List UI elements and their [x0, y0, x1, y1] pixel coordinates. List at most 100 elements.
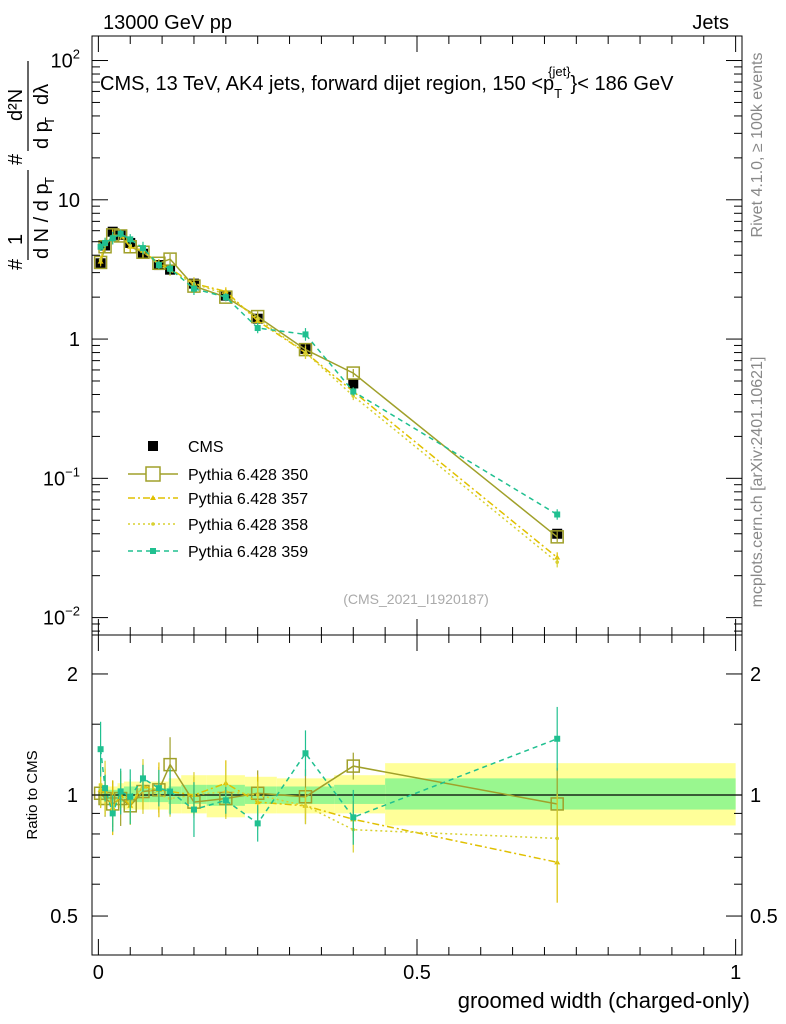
- legend-label-cms: CMS: [188, 439, 224, 456]
- data-point-359: [554, 511, 561, 518]
- data-point-359: [155, 262, 162, 269]
- legend-marker-357: [150, 495, 156, 500]
- legend: CMS Pythia 6.428 350 Pythia 6.428 357 Py…: [128, 439, 308, 561]
- data-point-359: [97, 746, 104, 753]
- data-point-358: [303, 804, 308, 808]
- data-point-359: [554, 735, 561, 742]
- data-point-359: [117, 230, 124, 237]
- main-panel: 10−2 10−1 1 10 102 CMS, 13 TeV, AK4 jets, fo…: [5, 35, 743, 636]
- data-point-359: [254, 820, 261, 827]
- energy-label: 13000 GeV pp: [103, 12, 232, 34]
- uncertainty-band-inner: [385, 778, 736, 810]
- data-point-358: [255, 316, 260, 321]
- x-tick-label: 0: [93, 962, 104, 984]
- data-point-359: [97, 243, 104, 250]
- ratio-y-tick-label-left: 2: [67, 664, 78, 686]
- data-point-359: [109, 810, 116, 817]
- data-point-359: [222, 294, 229, 301]
- y-tick-label: 10−1: [43, 464, 80, 490]
- data-point-359: [190, 806, 197, 813]
- data-point-359: [222, 797, 229, 804]
- legend-entry-350: Pythia 6.428 350: [128, 466, 308, 484]
- data-point-359: [350, 388, 357, 395]
- data-point-359: [139, 245, 146, 252]
- data-point-359: [155, 785, 162, 792]
- data-point-359: [190, 285, 197, 292]
- legend-entry-357: Pythia 6.428 357: [128, 491, 308, 508]
- mcplots-label: mcplots.cern.ch [arXiv:2401.10621]: [749, 357, 766, 608]
- data-point-350: [550, 530, 564, 544]
- series-line-357: [100, 782, 558, 864]
- data-point-358: [555, 560, 559, 564]
- svg-text:T: T: [42, 117, 57, 125]
- uncertainty-band-inner: [334, 784, 386, 804]
- y-tick-label: 1: [69, 329, 80, 351]
- svg-text:T: T: [42, 177, 57, 185]
- svg-text:#: #: [5, 258, 27, 270]
- ratio-y-tick-label-left: 1: [67, 785, 78, 807]
- x-axis-label: groomed width (charged-only): [458, 988, 750, 1013]
- svg-text:1: 1: [5, 234, 27, 245]
- legend-label-358: Pythia 6.428 358: [188, 517, 308, 534]
- ratio-y-tick-label-right: 0.5: [750, 906, 778, 928]
- series-line-359: [100, 232, 558, 516]
- ratio-y-tick-label-right: 2: [750, 664, 761, 686]
- ratio-y-axis-label: Ratio to CMS: [24, 750, 41, 839]
- series-359: [97, 706, 561, 845]
- data-point-359: [254, 325, 261, 332]
- legend-entry-358: Pythia 6.428 358: [128, 517, 308, 534]
- rivet-label: Rivet 4.1.0, ≥ 100k events: [749, 53, 766, 238]
- data-point-358: [255, 793, 260, 797]
- x-tick-label: 0.5: [403, 962, 431, 984]
- data-point-359: [127, 793, 134, 800]
- data-point-359: [127, 236, 134, 243]
- series-line-358: [99, 232, 558, 563]
- data-point-350: [346, 366, 361, 380]
- svg-text:#: #: [5, 153, 27, 165]
- series-358: [98, 229, 559, 568]
- legend-entry-cms: CMS: [148, 439, 224, 456]
- legend-marker-359: [150, 548, 156, 554]
- legend-marker-358: [151, 522, 155, 526]
- series-357: [97, 229, 561, 563]
- series-359: [97, 229, 561, 520]
- svg-text:d p: d p: [31, 121, 53, 149]
- legend-label-357: Pythia 6.428 357: [188, 491, 308, 508]
- y-tick-label: 102: [51, 47, 80, 73]
- data-point-359: [167, 265, 174, 272]
- main-y-axis-label: # 1 d N / d p T # d²N d p T dλ: [5, 61, 57, 270]
- data-point-358: [128, 243, 133, 248]
- legend-marker-cms: [148, 441, 158, 451]
- series-350: [93, 228, 564, 544]
- svg-text:d²N: d²N: [5, 89, 27, 121]
- x-tick-label: 1: [730, 962, 741, 984]
- svg-text:dλ: dλ: [31, 84, 53, 105]
- ratio-panel: 0.5 0.5 1 1 2 2 0 0.5 1 Ratio to CMS groomed wid…: [24, 634, 778, 1013]
- data-point-359: [350, 814, 357, 821]
- ratio-y-tick-label-left: 0.5: [50, 906, 78, 928]
- data-point-350: [152, 256, 166, 271]
- y-tick-label: 10−2: [43, 604, 80, 630]
- data-point-359: [302, 750, 309, 757]
- y-tick-label: 10: [58, 190, 80, 212]
- data-point-358: [303, 350, 308, 355]
- data-point-359: [117, 788, 124, 795]
- data-point-359: [102, 239, 109, 246]
- legend-label-359: Pythia 6.428 359: [188, 544, 308, 561]
- series-line-357: [99, 234, 558, 559]
- data-point-cms: [348, 378, 359, 389]
- data-point-359: [109, 235, 116, 242]
- data-point-358: [98, 258, 103, 262]
- legend-label-350: Pythia 6.428 350: [188, 467, 308, 484]
- data-point-359: [139, 775, 146, 782]
- series-line-358: [100, 784, 558, 840]
- series-line-350: [99, 234, 558, 538]
- analysis-id-label: (CMS_2021_I1920187): [343, 591, 489, 607]
- main-plot-title: CMS, 13 TeV, AK4 jets, forward dijet reg…: [100, 64, 674, 101]
- series-cms: [95, 226, 563, 539]
- data-point-358: [98, 783, 103, 787]
- data-point-359: [302, 331, 309, 338]
- data-point-350: [346, 759, 361, 773]
- legend-marker-350: [145, 466, 161, 482]
- legend-entry-359: Pythia 6.428 359: [128, 544, 308, 561]
